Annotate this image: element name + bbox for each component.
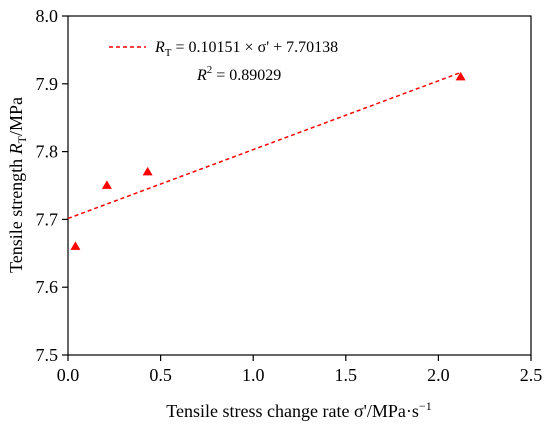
legend-r2: R2 = 0.89029 — [196, 64, 281, 84]
x-tick-label: 1.5 — [335, 365, 358, 385]
y-tick-label: 7.8 — [36, 142, 59, 162]
legend-r2-symbol: R — [196, 67, 207, 84]
legend-equation-subscript: T — [165, 47, 172, 59]
y-axis-title-prefix: Tensile strength — [6, 154, 26, 273]
x-tick-label: 2.0 — [427, 365, 450, 385]
plot-frame — [67, 15, 532, 356]
y-axis-title-symbol: R — [6, 143, 26, 155]
data-point-triangle — [101, 180, 112, 189]
x-axis-title-superscript: −1 — [419, 399, 432, 413]
y-axis-title-subscript: T — [15, 135, 29, 143]
legend-r2-superscript: 2 — [207, 64, 213, 76]
data-point-triangle — [70, 241, 81, 250]
y-axis-title-suffix: /MPa — [6, 97, 26, 136]
data-point-triangle — [455, 71, 466, 81]
legend: RT = 0.10151 × σ' + 7.70138 R2 = 0.89029 — [109, 39, 338, 84]
data-points-layer — [70, 71, 466, 250]
legend-equation-symbol: R — [154, 39, 165, 56]
legend-equation-rhs: = 0.10151 × σ' + 7.70138 — [172, 39, 339, 56]
y-tick-label: 8.0 — [36, 6, 59, 26]
x-tick-label: 1.0 — [242, 365, 265, 385]
y-tick-label: 7.5 — [36, 345, 59, 365]
x-axis-title-text: Tensile stress change rate σ'/MPa·s — [166, 401, 419, 421]
x-tick-label: 0.5 — [149, 365, 172, 385]
x-tick-label: 2.5 — [520, 365, 543, 385]
data-point-triangle — [142, 166, 153, 176]
x-tick-label: 0.0 — [57, 365, 80, 385]
y-tick-label: 7.7 — [36, 209, 59, 229]
y-tick-label: 7.9 — [36, 74, 59, 94]
legend-equation: RT = 0.10151 × σ' + 7.70138 — [154, 39, 338, 59]
y-axis-title: Tensile strength RT/MPa — [6, 97, 29, 273]
legend-r2-rhs: = 0.89029 — [212, 67, 281, 84]
x-axis-title: Tensile stress change rate σ'/MPa·s−1 — [166, 399, 431, 421]
y-axis-ticks: 7.5 7.6 7.7 7.8 7.9 8.0 — [36, 6, 68, 365]
x-axis-ticks: 0.0 0.5 1.0 1.5 2.0 2.5 — [57, 355, 543, 385]
fit-line-layer — [67, 71, 461, 220]
fit-line — [67, 71, 461, 220]
y-tick-label: 7.6 — [36, 277, 59, 297]
